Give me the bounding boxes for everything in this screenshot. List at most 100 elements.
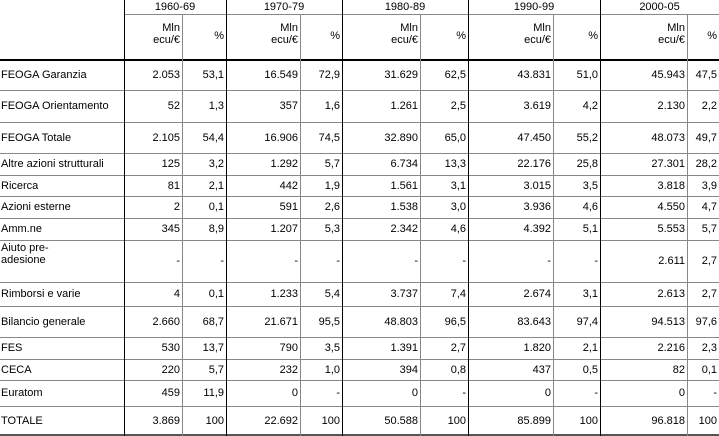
value-cell[interactable]: 0 [411,387,418,399]
percent-cell[interactable]: 3,5 [582,179,598,192]
row-label[interactable]: FES [1,342,23,354]
value-cell[interactable]: 2.611 [658,255,685,267]
percent-cell[interactable]: - [462,255,466,267]
value-cell[interactable]: 52 [167,100,180,112]
percent-cell[interactable]: 11,9 [203,387,224,399]
percent-cell[interactable]: - [594,387,598,399]
value-cell[interactable]: 32.890 [384,131,418,144]
period-header[interactable]: 1980-89 [384,1,426,13]
row-label[interactable]: CECA [1,363,32,376]
value-cell[interactable]: 48.073 [651,131,685,144]
percent-cell[interactable]: 3,0 [450,201,466,213]
percent-cell[interactable]: 100 [579,415,598,427]
percent-cell[interactable]: 53,1 [202,68,224,81]
value-cell[interactable]: 1.292 [270,158,298,170]
percent-cell[interactable]: 100 [205,415,224,427]
value-cell[interactable]: 22.176 [517,158,551,170]
percent-cell[interactable]: 62,5 [444,68,466,81]
value-cell[interactable]: 0 [291,387,298,399]
value-cell[interactable]: - [414,255,418,267]
value-cell[interactable]: 3.737 [390,288,418,300]
value-cell[interactable]: 1.233 [270,288,298,300]
percent-cell[interactable]: 13,3 [444,158,466,170]
percent-cell[interactable]: 3,9 [701,179,717,192]
percent-cell[interactable]: 5,7 [324,158,340,170]
row-label[interactable]: FEOGA Totale [1,131,72,144]
value-cell[interactable]: 3.818 [657,179,685,192]
percent-cell[interactable]: 2,7 [701,288,717,300]
value-cell[interactable]: 5.553 [657,223,685,235]
percent-cell[interactable]: 65,0 [444,131,466,144]
value-cell[interactable]: 45.943 [651,68,685,81]
percent-cell[interactable]: 25,8 [576,158,598,170]
value-cell[interactable]: 442 [279,179,298,192]
value-cell[interactable]: 345 [161,223,180,235]
percent-cell[interactable]: - [462,387,466,399]
value-cell[interactable]: 394 [399,363,418,376]
value-cell[interactable]: 2.216 [657,342,685,354]
percent-cell[interactable]: 13,7 [202,342,224,354]
percent-cell[interactable]: 4,2 [582,100,598,112]
percent-cell[interactable]: - [713,387,717,399]
percent-cell[interactable]: 7,4 [450,288,466,300]
percent-cell[interactable]: 55,2 [576,131,598,144]
row-label[interactable]: Azioni esterne [1,201,71,213]
value-cell[interactable]: 82 [672,363,685,376]
percent-cell[interactable]: 54,4 [202,131,224,144]
unit-header-value[interactable]: Mln ecu/€ [342,14,420,59]
value-cell[interactable]: 31.629 [384,68,418,81]
value-cell[interactable]: 0 [678,387,685,399]
row-label[interactable]: Rimborsi e varie [1,288,81,300]
percent-cell[interactable]: 2,7 [450,342,466,354]
percent-cell[interactable]: 49,7 [695,131,717,144]
value-cell[interactable]: 47.450 [517,131,551,144]
value-cell[interactable]: 437 [532,363,551,376]
percent-cell[interactable]: - [220,255,224,267]
value-cell[interactable]: 16.549 [264,68,298,81]
percent-cell[interactable]: 95,5 [318,315,340,328]
value-cell[interactable]: 591 [279,201,298,213]
value-cell[interactable]: 2.342 [390,223,418,235]
percent-cell[interactable]: 0,8 [450,363,466,376]
unit-header-percent[interactable]: % [456,30,466,42]
percent-cell[interactable]: - [336,387,340,399]
percent-cell[interactable]: 1,0 [324,363,340,376]
value-cell[interactable]: 1.207 [270,223,298,235]
value-cell[interactable]: 3.619 [523,100,551,112]
value-cell[interactable]: 21.671 [264,315,298,328]
unit-header-percent[interactable]: % [707,30,717,42]
value-cell[interactable]: 83.643 [517,315,551,328]
value-cell[interactable]: 6.734 [390,158,418,170]
value-cell[interactable]: 459 [161,387,180,399]
value-cell[interactable]: - [176,255,180,267]
percent-cell[interactable]: 3,1 [582,288,598,300]
row-label[interactable]: Altre azioni strutturali [1,158,104,170]
row-label[interactable]: Euratom [1,387,43,399]
value-cell[interactable]: 4 [173,288,180,300]
percent-cell[interactable]: 2,7 [701,255,717,267]
percent-cell[interactable]: 5,7 [208,363,224,376]
percent-cell[interactable]: 97,4 [576,315,598,328]
unit-header-value[interactable]: Mln ecu/€ [124,14,182,59]
percent-cell[interactable]: 0,1 [208,201,224,213]
value-cell[interactable]: 2.105 [152,131,180,144]
period-header[interactable]: 1990-99 [513,1,555,13]
percent-cell[interactable]: 2,6 [324,201,340,213]
value-cell[interactable]: 27.301 [651,158,685,170]
row-label[interactable]: Bilancio generale [1,315,86,328]
percent-cell[interactable]: 0,1 [208,288,224,300]
percent-cell[interactable]: 2,1 [208,179,224,192]
value-cell[interactable]: 357 [279,100,298,112]
percent-cell[interactable]: 47,5 [695,68,717,81]
percent-cell[interactable]: 5,4 [324,288,340,300]
row-label[interactable]: Ricerca [1,179,39,192]
percent-cell[interactable]: 97,6 [695,315,717,328]
percent-cell[interactable]: 2,2 [701,100,717,112]
percent-cell[interactable]: 3,2 [208,158,224,170]
percent-cell[interactable]: 5,1 [582,223,598,235]
row-label[interactable]: FEOGA Orientamento [1,100,109,112]
percent-cell[interactable]: 2,1 [582,342,598,354]
percent-cell[interactable]: 96,5 [444,315,466,328]
percent-cell[interactable]: 2,5 [450,100,466,112]
row-label[interactable]: Amm.ne [1,223,42,235]
